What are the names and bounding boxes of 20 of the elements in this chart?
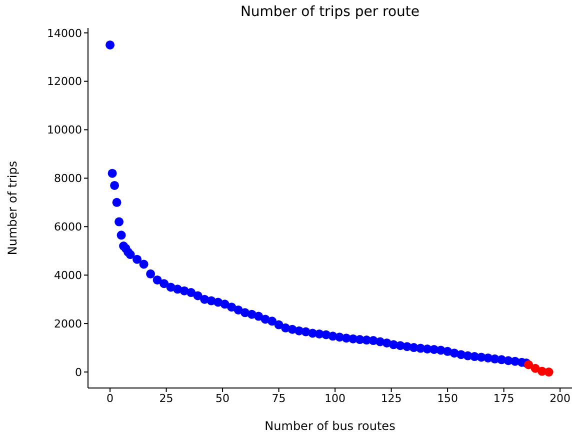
- x-tick-label: 100: [324, 392, 346, 405]
- y-tick-label: 2000: [54, 317, 82, 330]
- y-tick-label: 8000: [54, 172, 82, 186]
- x-tick-label: 25: [159, 392, 174, 405]
- y-tick-label: 12000: [47, 75, 82, 88]
- y-tick-label: 10000: [47, 124, 82, 137]
- y-tick-label: 0: [75, 366, 82, 379]
- x-tick-label: 175: [493, 392, 514, 405]
- x-axis-title: Number of bus routes: [264, 419, 396, 432]
- y-axis-title: Number of trips: [5, 160, 20, 256]
- x-tick-label: 125: [380, 392, 402, 405]
- x-tick-label: 150: [437, 392, 458, 405]
- x-tick-label: 200: [550, 392, 571, 405]
- x-tick-label: 75: [272, 392, 286, 405]
- y-tick-label: 14000: [47, 26, 82, 40]
- y-tick-label: 6000: [54, 220, 82, 234]
- chart-title: Number of trips per route: [239, 4, 421, 20]
- x-tick-label: 0: [106, 392, 114, 405]
- x-tick-label: 50: [216, 392, 230, 405]
- y-tick-label: 4000: [54, 269, 82, 282]
